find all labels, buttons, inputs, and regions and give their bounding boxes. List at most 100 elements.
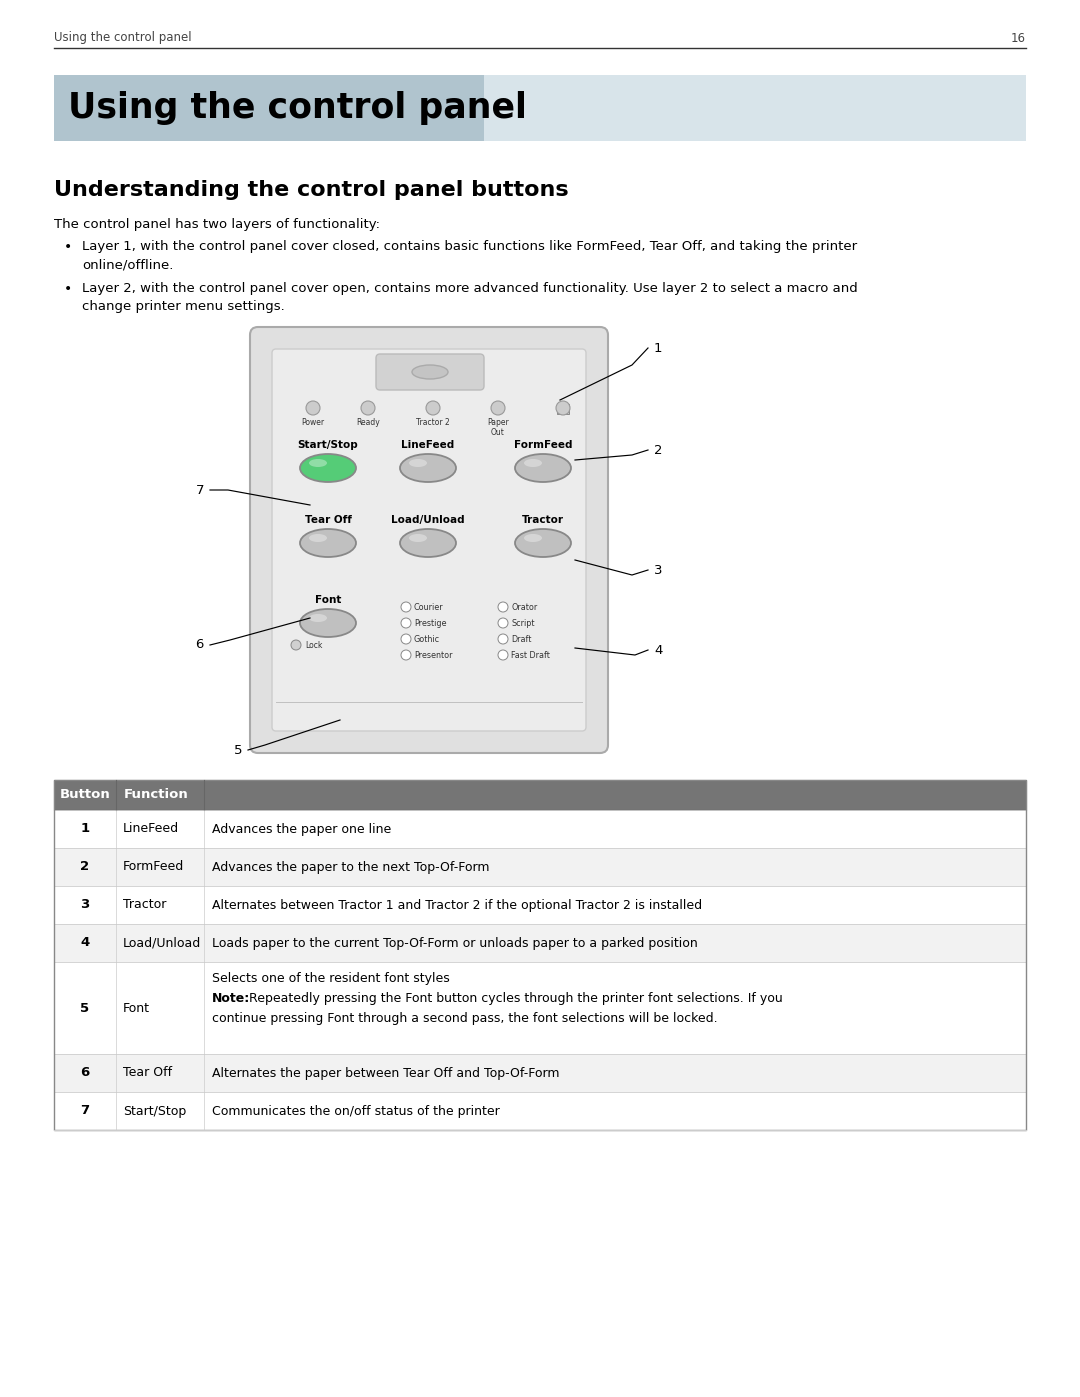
FancyBboxPatch shape	[54, 848, 1026, 886]
FancyBboxPatch shape	[54, 923, 1026, 963]
Text: LineFeed: LineFeed	[402, 440, 455, 450]
Text: 7: 7	[195, 483, 204, 496]
Ellipse shape	[524, 460, 542, 467]
Text: 2: 2	[80, 861, 90, 873]
Text: 2: 2	[654, 443, 662, 457]
FancyBboxPatch shape	[54, 810, 1026, 848]
Text: 7: 7	[80, 1105, 90, 1118]
Circle shape	[306, 401, 320, 415]
Text: •: •	[64, 240, 72, 254]
Text: Presentor: Presentor	[414, 651, 453, 659]
Text: Understanding the control panel buttons: Understanding the control panel buttons	[54, 180, 569, 200]
Text: Advances the paper one line: Advances the paper one line	[212, 823, 391, 835]
Text: Repeatedly pressing the Font button cycles through the printer font selections. : Repeatedly pressing the Font button cycl…	[245, 992, 783, 1004]
Ellipse shape	[309, 615, 327, 622]
Text: Orator: Orator	[511, 602, 537, 612]
Text: 5: 5	[80, 1002, 90, 1014]
Ellipse shape	[300, 454, 356, 482]
FancyBboxPatch shape	[54, 886, 1026, 923]
Ellipse shape	[300, 609, 356, 637]
Text: Alternates between Tractor 1 and Tractor 2 if the optional Tractor 2 is installe: Alternates between Tractor 1 and Tractor…	[212, 898, 702, 911]
Circle shape	[361, 401, 375, 415]
Text: 4: 4	[80, 936, 90, 950]
FancyBboxPatch shape	[54, 780, 1026, 810]
Circle shape	[498, 634, 508, 644]
Text: Alternates the paper between Tear Off and Top-Of-Form: Alternates the paper between Tear Off an…	[212, 1066, 559, 1080]
Text: Start/Stop: Start/Stop	[298, 440, 359, 450]
Text: Layer 2, with the control panel cover open, contains more advanced functionality: Layer 2, with the control panel cover op…	[82, 282, 858, 295]
Text: Tractor 2: Tractor 2	[416, 418, 450, 427]
FancyBboxPatch shape	[557, 404, 569, 414]
Text: FormFeed: FormFeed	[514, 440, 572, 450]
Text: Button: Button	[59, 788, 110, 802]
Ellipse shape	[300, 529, 356, 557]
Text: Loads paper to the current Top-Of-Form or unloads paper to a parked position: Loads paper to the current Top-Of-Form o…	[212, 936, 698, 950]
Text: Power: Power	[301, 418, 325, 427]
FancyBboxPatch shape	[484, 75, 1026, 141]
Ellipse shape	[400, 454, 456, 482]
FancyBboxPatch shape	[249, 327, 608, 753]
Text: continue pressing Font through a second pass, the font selections will be locked: continue pressing Font through a second …	[212, 1011, 717, 1025]
Text: Lock: Lock	[305, 640, 322, 650]
Text: Draft: Draft	[511, 634, 531, 644]
FancyBboxPatch shape	[54, 1092, 1026, 1130]
Text: Function: Function	[124, 788, 189, 802]
Ellipse shape	[515, 529, 571, 557]
Circle shape	[401, 602, 411, 612]
Circle shape	[426, 401, 440, 415]
Text: Using the control panel: Using the control panel	[68, 91, 527, 124]
Circle shape	[498, 617, 508, 629]
Text: Start/Stop: Start/Stop	[123, 1105, 186, 1118]
Text: 6: 6	[195, 638, 204, 651]
Ellipse shape	[309, 460, 327, 467]
Text: Paper
Out: Paper Out	[487, 418, 509, 437]
Circle shape	[491, 401, 505, 415]
Ellipse shape	[409, 460, 427, 467]
Text: Tear Off: Tear Off	[123, 1066, 172, 1080]
Text: Tear Off: Tear Off	[305, 515, 351, 525]
Ellipse shape	[524, 534, 542, 542]
Circle shape	[556, 401, 570, 415]
FancyBboxPatch shape	[54, 75, 484, 141]
Text: Communicates the on/off status of the printer: Communicates the on/off status of the pr…	[212, 1105, 500, 1118]
Text: Fast Draft: Fast Draft	[511, 651, 550, 659]
Text: Prestige: Prestige	[414, 619, 446, 627]
Ellipse shape	[309, 534, 327, 542]
Text: •: •	[64, 282, 72, 296]
Circle shape	[401, 617, 411, 629]
Text: Ready: Ready	[356, 418, 380, 427]
Text: 3: 3	[80, 898, 90, 911]
Text: Load/Unload: Load/Unload	[391, 515, 464, 525]
Ellipse shape	[409, 534, 427, 542]
Text: Tractor: Tractor	[522, 515, 564, 525]
Circle shape	[401, 650, 411, 659]
Text: 3: 3	[654, 563, 662, 577]
Text: Script: Script	[511, 619, 535, 627]
Text: Using the control panel: Using the control panel	[54, 32, 191, 45]
Text: Courier: Courier	[414, 602, 444, 612]
Text: Layer 1, with the control panel cover closed, contains basic functions like Form: Layer 1, with the control panel cover cl…	[82, 240, 858, 253]
Text: Load/Unload: Load/Unload	[123, 936, 201, 950]
Text: LineFeed: LineFeed	[123, 823, 179, 835]
Text: FormFeed: FormFeed	[123, 861, 185, 873]
Text: 1: 1	[654, 341, 662, 355]
FancyBboxPatch shape	[54, 1053, 1026, 1092]
Text: Font: Font	[123, 1002, 150, 1014]
Text: Tractor: Tractor	[123, 898, 166, 911]
Ellipse shape	[411, 365, 448, 379]
FancyBboxPatch shape	[376, 353, 484, 390]
Circle shape	[498, 650, 508, 659]
Text: 1: 1	[80, 823, 90, 835]
Text: online/offline.: online/offline.	[82, 258, 174, 271]
Circle shape	[401, 634, 411, 644]
Ellipse shape	[400, 529, 456, 557]
FancyBboxPatch shape	[272, 349, 586, 731]
Ellipse shape	[515, 454, 571, 482]
Text: Note:: Note:	[212, 992, 251, 1004]
Circle shape	[498, 602, 508, 612]
Text: 5: 5	[233, 743, 242, 757]
Circle shape	[291, 640, 301, 650]
Text: The control panel has two layers of functionality:: The control panel has two layers of func…	[54, 218, 380, 231]
Text: change printer menu settings.: change printer menu settings.	[82, 300, 285, 313]
Text: 4: 4	[654, 644, 662, 657]
